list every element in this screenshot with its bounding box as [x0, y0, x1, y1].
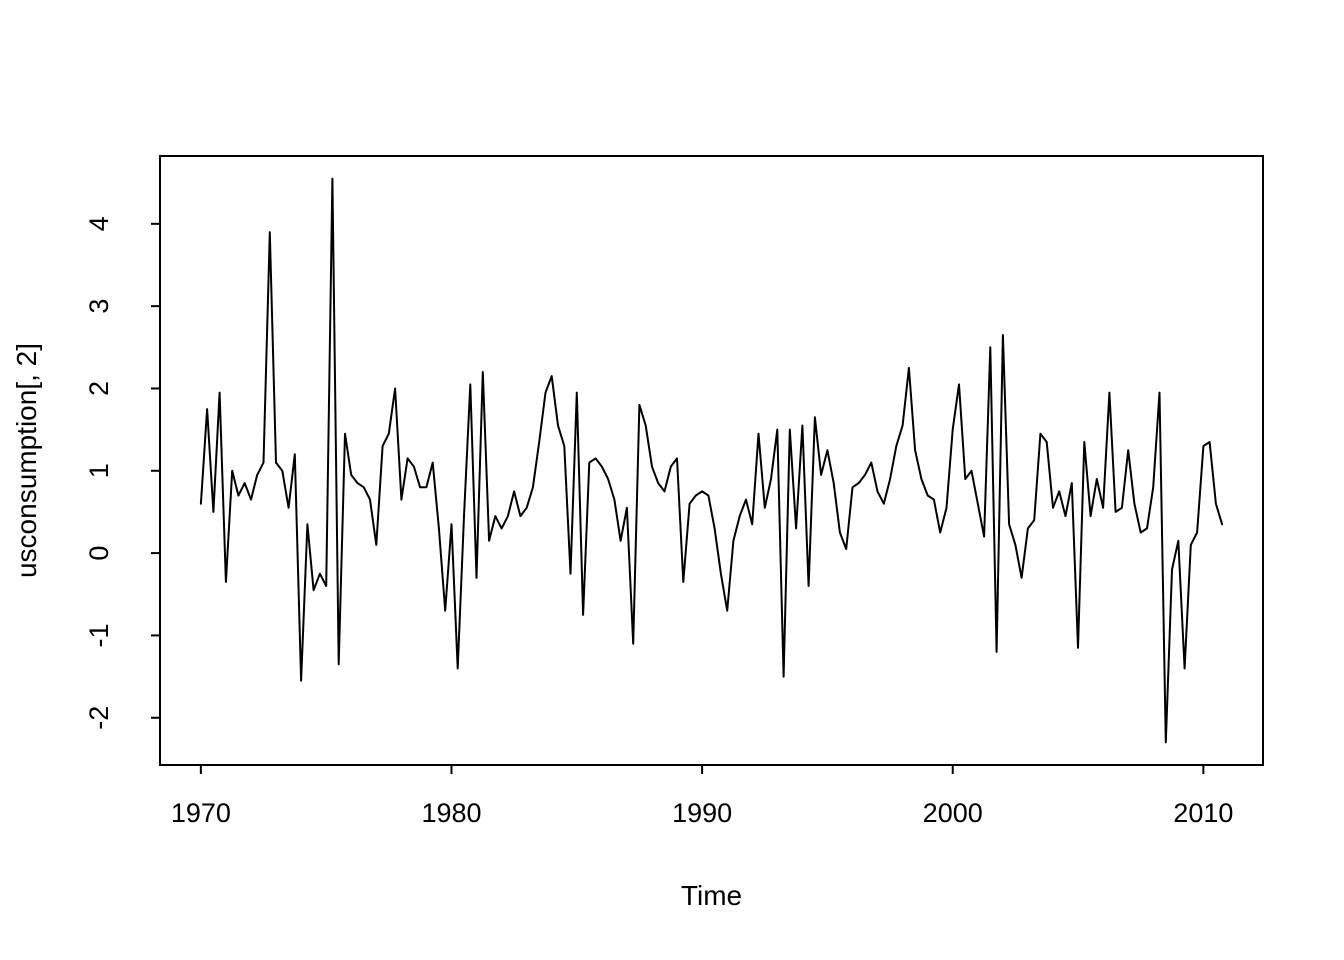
y-axis-tick-label: 3	[84, 299, 114, 314]
x-axis-tick-label: 1980	[421, 798, 481, 828]
series-line	[199, 177, 1224, 744]
y-axis-tick-label: 0	[84, 546, 114, 561]
y-axis-tick-label: -2	[84, 706, 114, 730]
x-axis-title: Time	[681, 880, 742, 911]
y-axis-tick-label: 4	[84, 216, 114, 231]
x-axis-tick-label: 2000	[923, 798, 983, 828]
y-axis-tick-label: 1	[84, 463, 114, 478]
x-axis-tick-label: 1970	[171, 798, 231, 828]
x-axis: 1970 1980 1990 2000 2010	[171, 765, 1233, 828]
y-axis: -2 -1 0 1 2 3 4	[84, 216, 160, 730]
y-axis-tick-label: 2	[84, 381, 114, 396]
plot-frame	[159, 155, 1264, 766]
x-axis-tick-label: 2010	[1173, 798, 1233, 828]
y-axis-title: usconsumption[, 2]	[11, 343, 42, 578]
y-axis-tick-label: -1	[84, 623, 114, 647]
x-axis-tick-label: 1990	[672, 798, 732, 828]
